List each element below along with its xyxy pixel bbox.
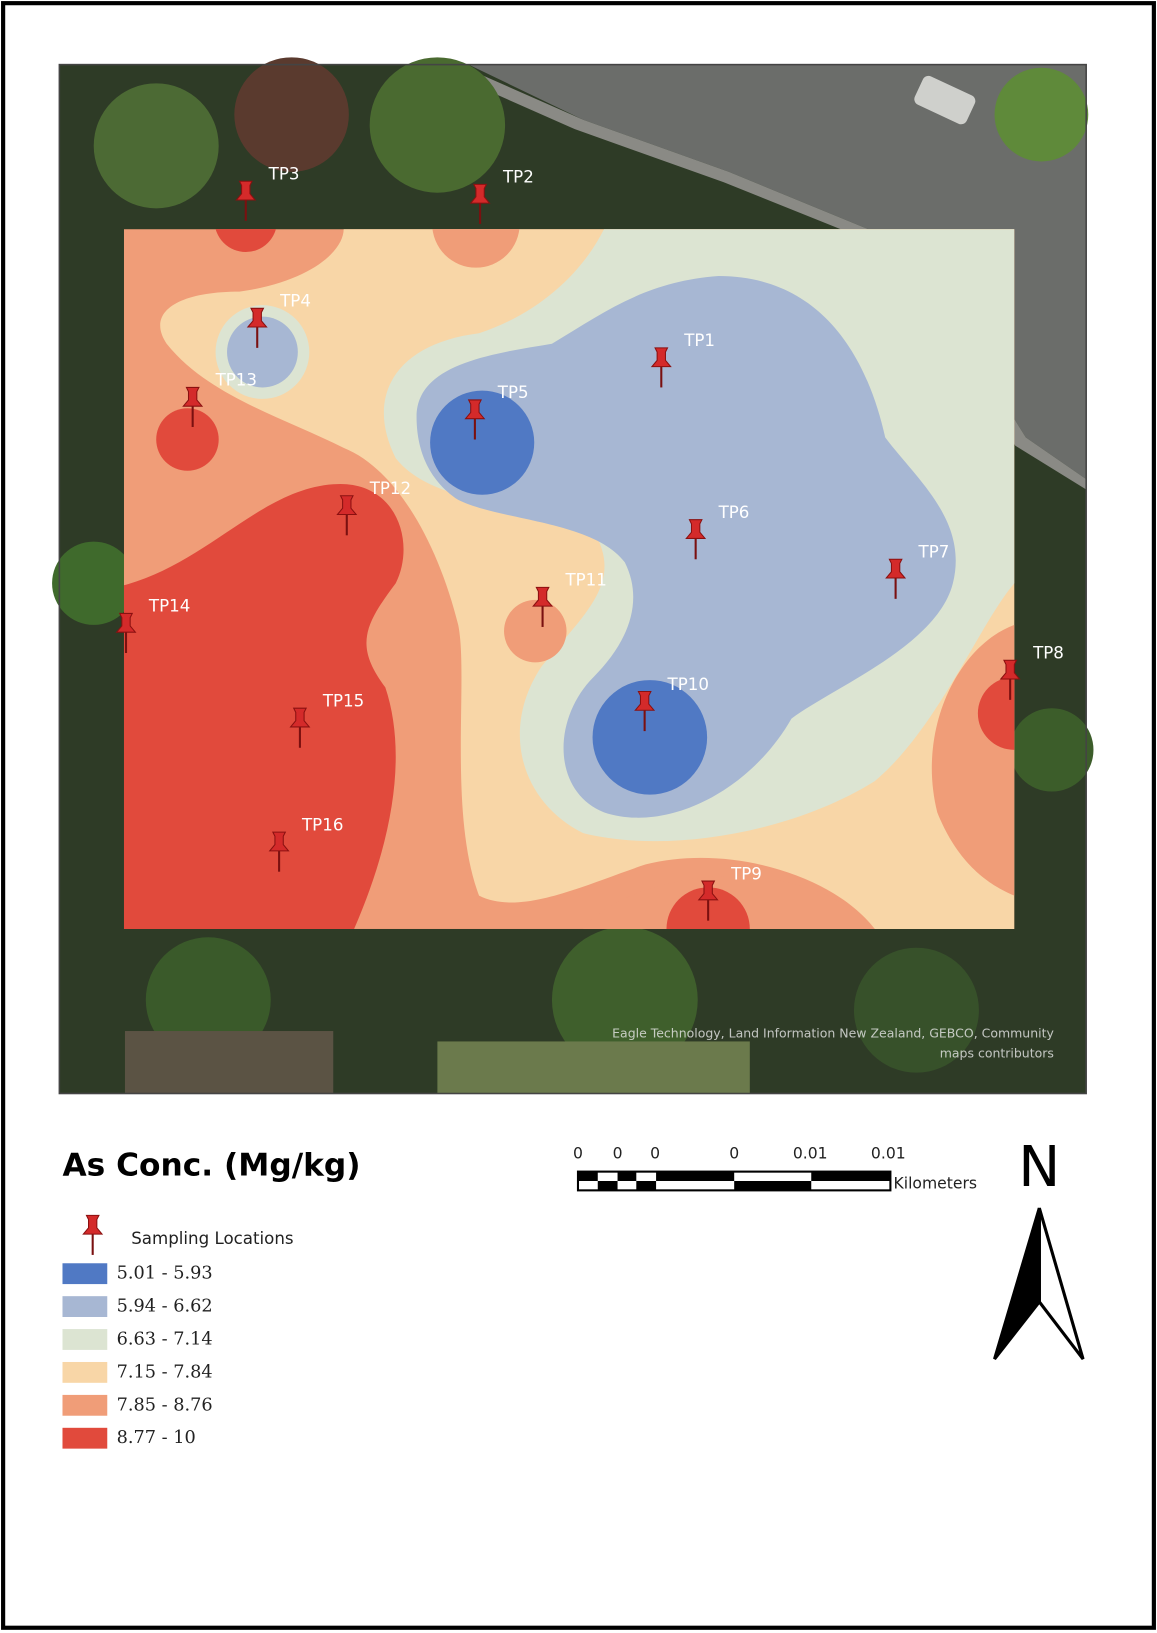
map-frame (58, 63, 1087, 1095)
pin (650, 347, 672, 388)
scale-label: 0 (729, 1144, 739, 1162)
legend-label: 5.01 - 5.93 (117, 1264, 213, 1284)
pin (885, 558, 907, 599)
pin (532, 586, 554, 627)
pin (182, 386, 204, 428)
point-label: TP10 (667, 675, 709, 694)
scale-label: 0 (613, 1144, 623, 1162)
pin-head (289, 707, 311, 728)
pin-head (685, 519, 707, 539)
pin (999, 659, 1021, 700)
pin-head (182, 386, 204, 407)
north-arrow (993, 1207, 1085, 1361)
pin-head (697, 880, 719, 901)
legend-label: Sampling Locations (131, 1229, 293, 1248)
point-label: TP7 (918, 543, 950, 562)
scale-label: 0 (650, 1144, 660, 1162)
pin (697, 880, 719, 921)
pin (289, 707, 311, 748)
pin-head (885, 558, 907, 579)
legend-label: 5.94 - 6.62 (117, 1297, 213, 1317)
scale-unit: Kilometers (894, 1175, 978, 1193)
legend-swatch (62, 1296, 108, 1317)
pin-head (650, 347, 672, 368)
pin (634, 691, 656, 732)
pin-head (999, 659, 1021, 680)
point-label: TP6 (718, 503, 750, 522)
pin-head (336, 495, 358, 516)
contour-zone (156, 408, 219, 471)
pin-head (634, 691, 656, 711)
scale-label: 0.01 (871, 1144, 906, 1162)
point-label: TP14 (148, 597, 190, 616)
point-label: TP16 (301, 815, 343, 834)
attribution-line: maps contributors (940, 1045, 1054, 1060)
point-label: TP5 (497, 383, 529, 402)
point-label: TP11 (564, 571, 606, 590)
north-label: N (1018, 1135, 1060, 1200)
contour-zone (430, 390, 535, 495)
pin (235, 180, 257, 221)
legend-label: 7.15 - 7.84 (117, 1362, 213, 1382)
contour-zone (977, 676, 1015, 750)
contour-zone (215, 229, 276, 253)
point-label: TP2 (502, 168, 534, 187)
legend-swatch (62, 1263, 108, 1285)
legend-title: As Conc. (Mg/kg) (62, 1147, 360, 1183)
pin-head (235, 180, 257, 201)
point-label: TP9 (730, 864, 762, 883)
contour-zone (432, 229, 520, 268)
pin (268, 831, 290, 872)
contour-zone (416, 276, 956, 818)
point-label: TP8 (1032, 644, 1064, 663)
legend-label: 8.77 - 10 (117, 1428, 196, 1448)
scale-label: 0.01 (793, 1144, 828, 1162)
contour-zone (592, 680, 708, 795)
pin (82, 1214, 104, 1255)
scale-bar (576, 1170, 892, 1192)
point-label: TP4 (279, 292, 311, 311)
pin-head (469, 183, 491, 204)
point-label: TP13 (215, 371, 257, 390)
scale-label: 0 (573, 1144, 583, 1162)
point-label: TP15 (322, 691, 364, 710)
pin (464, 399, 486, 440)
contour-zone (123, 483, 404, 929)
contour-zone (227, 316, 298, 388)
legend-label: 7.85 - 8.76 (117, 1395, 213, 1415)
pin-head (464, 399, 486, 420)
pin-head (246, 307, 268, 328)
pin-head (115, 612, 137, 633)
pin (246, 307, 268, 348)
pin-head (268, 831, 290, 852)
point-label: TP3 (268, 164, 300, 183)
point-label: TP1 (683, 331, 715, 350)
legend-swatch (62, 1329, 108, 1350)
pin-head (82, 1214, 104, 1235)
point-label: TP12 (369, 479, 411, 498)
legend-swatch (62, 1394, 108, 1416)
legend-swatch (62, 1361, 108, 1383)
contour-zone (504, 599, 567, 663)
attribution-line: Eagle Technology, Land Information New Z… (612, 1026, 1054, 1041)
pin (336, 495, 358, 536)
pin (685, 519, 707, 560)
legend-label: 6.63 - 7.14 (117, 1329, 213, 1349)
attribution: Eagle Technology, Land Information New Z… (612, 1026, 1054, 1061)
pin-head (532, 586, 554, 607)
pin (115, 612, 137, 653)
pin (469, 183, 491, 224)
legend-swatch (62, 1427, 108, 1449)
